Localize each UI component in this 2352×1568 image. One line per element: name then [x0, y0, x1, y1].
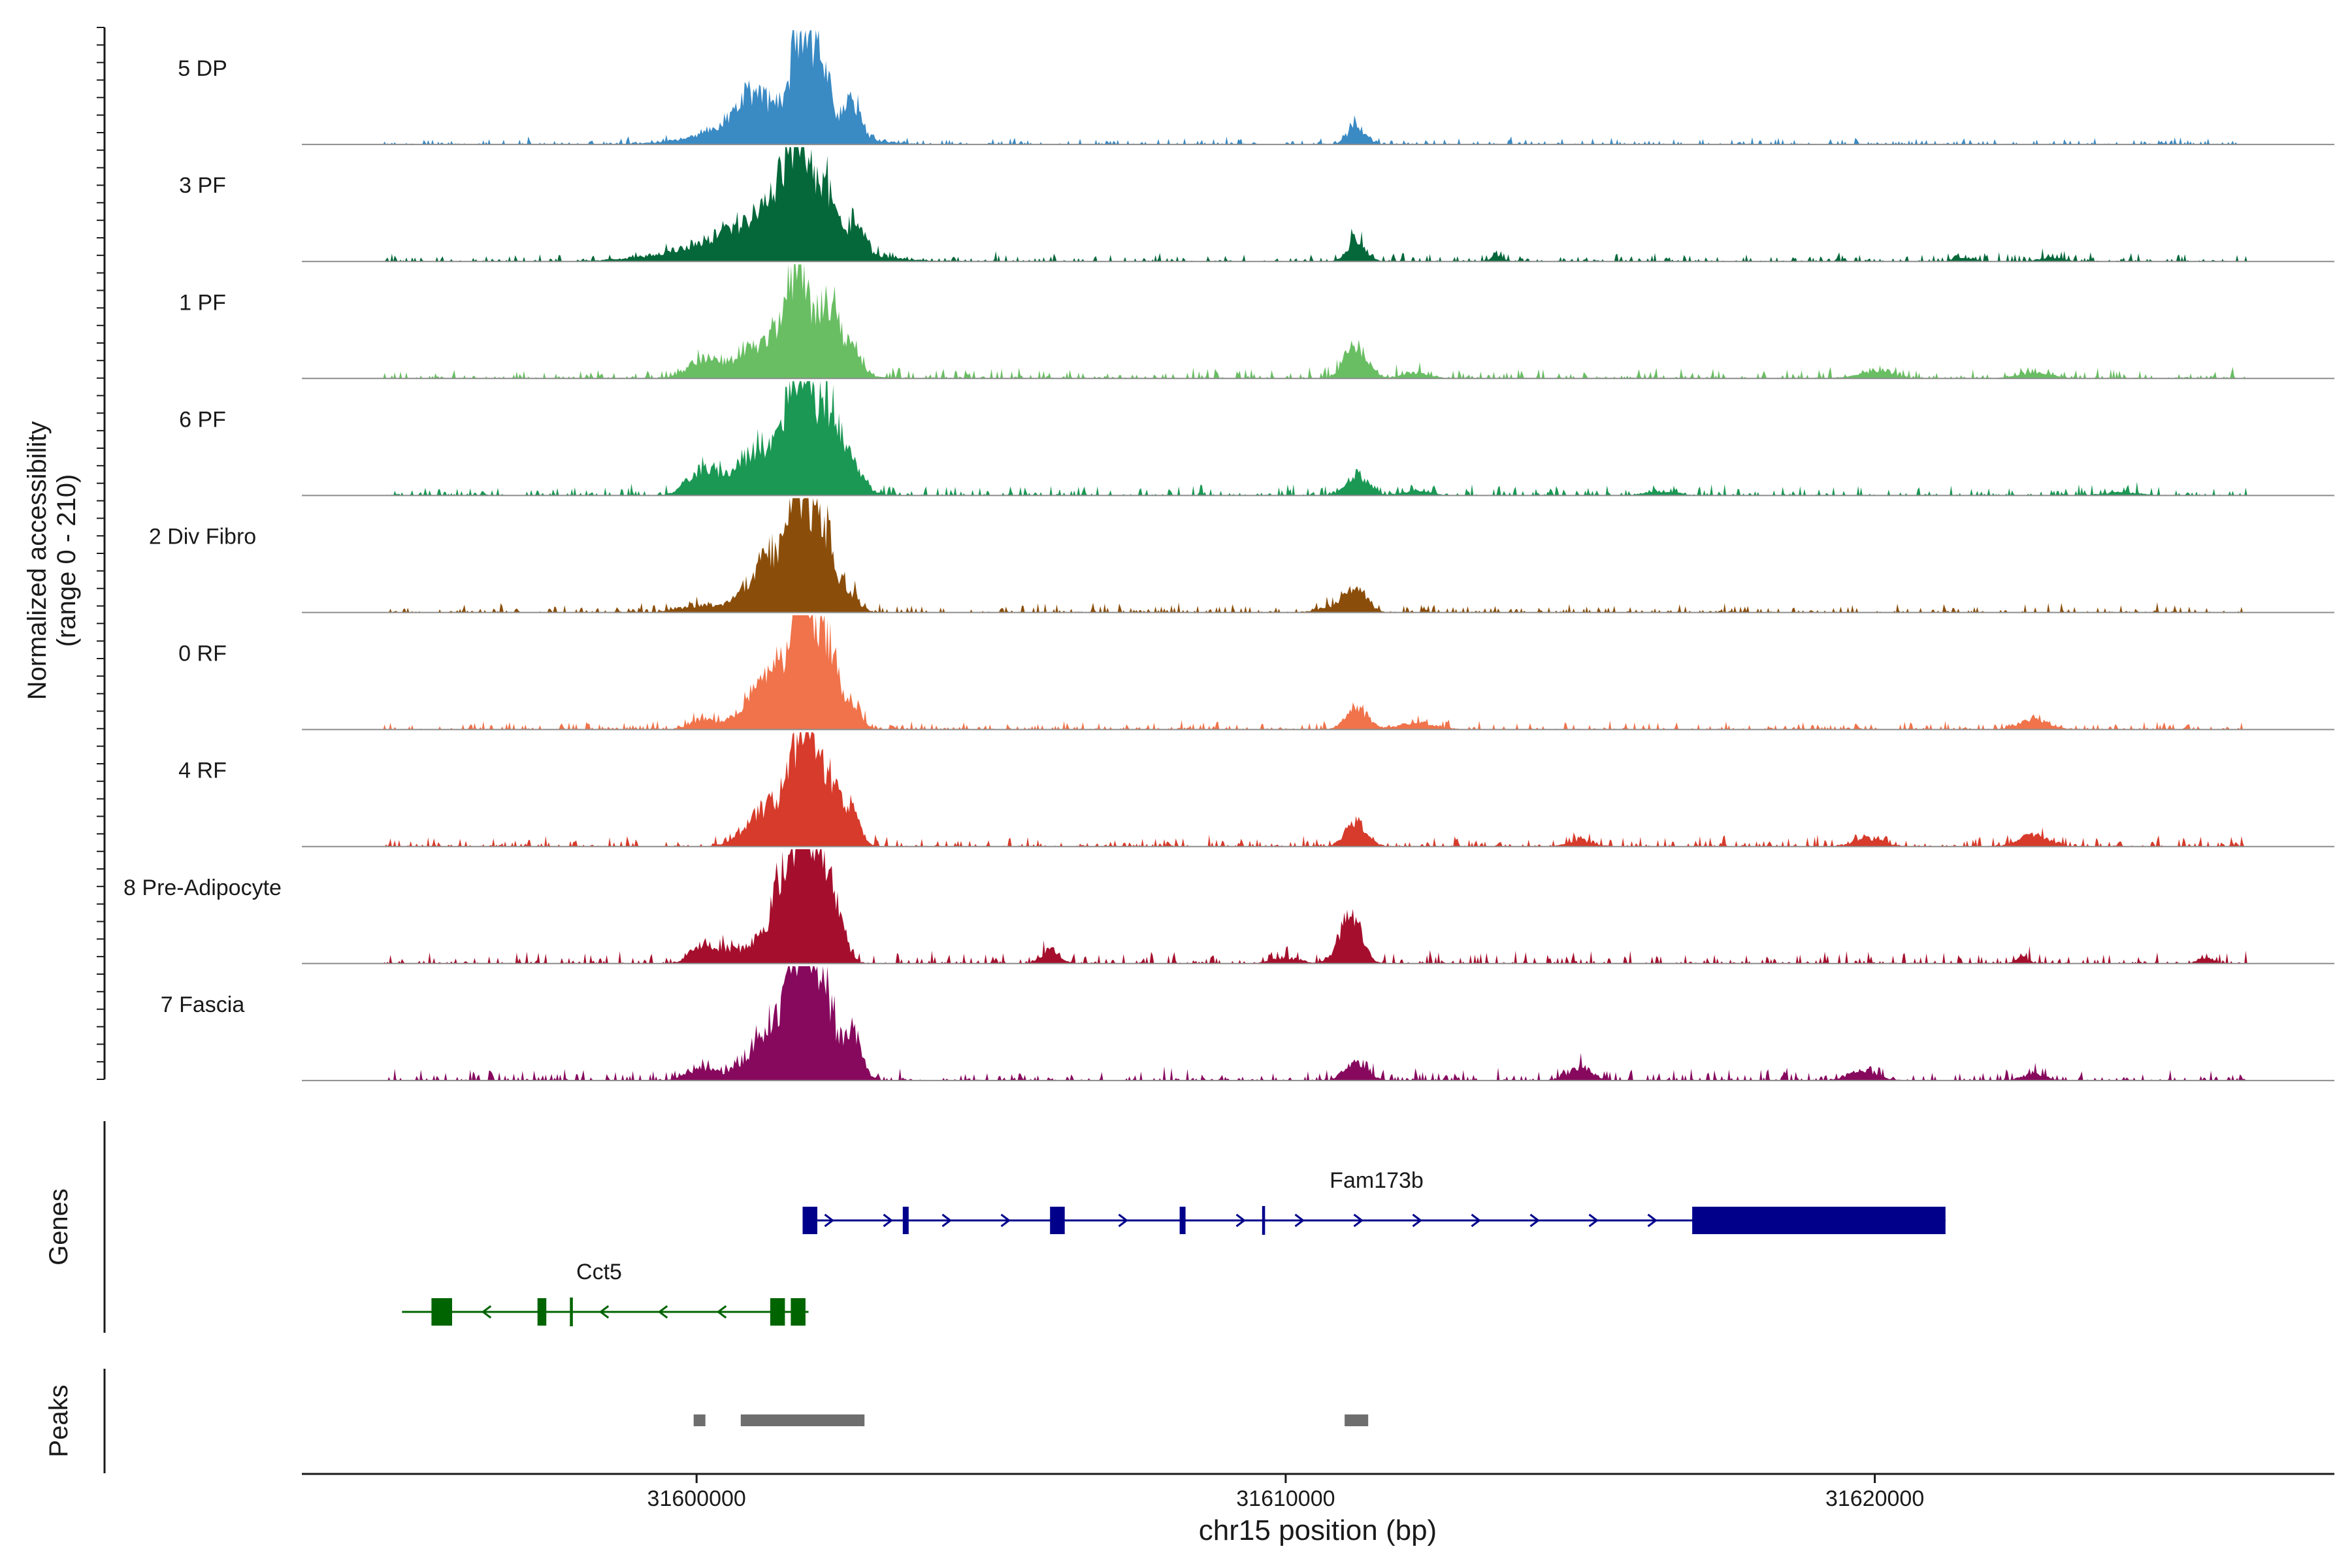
coverage-area — [302, 615, 2334, 730]
coverage-area — [302, 732, 2334, 847]
y-axis-title-line2: (range 0 - 210) — [52, 474, 81, 647]
strand-arrow — [657, 1305, 668, 1319]
coverage-area — [302, 849, 2334, 964]
gene-exon — [802, 1207, 817, 1234]
peaks-panel-label: Peaks — [44, 1384, 73, 1457]
strand-arrow — [1000, 1213, 1011, 1228]
track-label: 6 PF — [179, 407, 226, 432]
genes-panel-label: Genes — [44, 1188, 73, 1266]
gene-exon — [1692, 1207, 1946, 1234]
strand-arrow — [716, 1305, 727, 1319]
gene-exon — [1050, 1207, 1065, 1234]
track-label: 8 Pre-Adipocyte — [123, 875, 282, 900]
peak-region — [740, 1414, 865, 1426]
strand-arrow — [883, 1213, 893, 1228]
gene-exon — [791, 1298, 806, 1326]
y-axis — [97, 27, 106, 1080]
gene-exon — [1179, 1207, 1186, 1234]
coverage-area — [302, 498, 2334, 613]
strand-arrow — [1588, 1213, 1599, 1228]
track-label: 5 DP — [178, 56, 227, 81]
x-axis-title: chr15 position (bp) — [1199, 1514, 1437, 1546]
gene-cct5: Cct5 — [402, 1260, 809, 1326]
strand-arrow — [1353, 1213, 1364, 1228]
strand-arrow — [1647, 1213, 1658, 1228]
gene-exon — [431, 1298, 452, 1326]
gene-exon — [770, 1298, 785, 1326]
track-2-div-fibro: 2 Div Fibro — [149, 498, 2334, 613]
track-6-pf: 6 PF — [179, 381, 2334, 497]
x-tick-label: 31620000 — [1825, 1486, 1924, 1511]
track-5-dp: 5 DP — [178, 30, 2334, 146]
track-label: 4 RF — [178, 759, 227, 783]
strand-arrow — [598, 1305, 610, 1319]
track-label: 7 Fascia — [161, 992, 245, 1017]
gene-exon — [570, 1298, 573, 1326]
track-label: 1 PF — [179, 290, 226, 315]
track-label: 3 PF — [179, 173, 226, 198]
gene-exon — [902, 1207, 909, 1234]
track-1-pf: 1 PF — [179, 264, 2334, 380]
gene-exon — [537, 1298, 547, 1326]
x-tick-label: 31600000 — [647, 1486, 746, 1511]
coverage-tracks: 5 DP 3 PF 1 PF 6 PF 2 Div Fibro 0 RF 4 RF 8 Pre… — [123, 30, 2334, 1081]
strand-arrow — [1235, 1213, 1246, 1228]
strand-arrow — [481, 1305, 492, 1319]
track-label: 0 RF — [178, 642, 227, 666]
track-3-pf: 3 PF — [179, 147, 2334, 263]
strand-arrow — [824, 1213, 834, 1228]
strand-arrow — [1529, 1213, 1540, 1228]
peak-region — [693, 1414, 706, 1426]
gene-fam173b: Fam173b — [802, 1168, 1946, 1235]
peak-region — [1345, 1414, 1369, 1426]
gene-annotations: Fam173b Cct5 — [402, 1168, 1946, 1326]
x-tick-label: 31610000 — [1236, 1486, 1335, 1511]
track-0-rf: 0 RF — [178, 615, 2334, 730]
strand-arrow — [1118, 1213, 1128, 1228]
track-7-fascia: 7 Fascia — [161, 966, 2334, 1081]
track-8-pre-adipocyte: 8 Pre-Adipocyte — [123, 849, 2334, 964]
y-axis-title-line1: Normalized accessibility — [23, 421, 52, 700]
gene-label: Fam173b — [1330, 1168, 1424, 1193]
strand-arrow — [1294, 1213, 1305, 1228]
gene-label: Cct5 — [576, 1260, 622, 1284]
peak-regions — [693, 1414, 1369, 1426]
track-label: 2 Div Fibro — [149, 525, 256, 549]
strand-arrow — [1412, 1213, 1422, 1228]
coverage-area — [302, 30, 2334, 145]
track-4-rf: 4 RF — [178, 732, 2334, 847]
coverage-area — [302, 966, 2334, 1081]
x-axis-ticks: 31600000 31610000 31620000 — [647, 1474, 1924, 1511]
coverage-area — [302, 381, 2334, 496]
coverage-area — [302, 147, 2334, 262]
gene-exon — [1262, 1206, 1266, 1235]
coverage-area — [302, 264, 2334, 379]
strand-arrow — [941, 1213, 952, 1228]
strand-arrow — [1471, 1213, 1481, 1228]
